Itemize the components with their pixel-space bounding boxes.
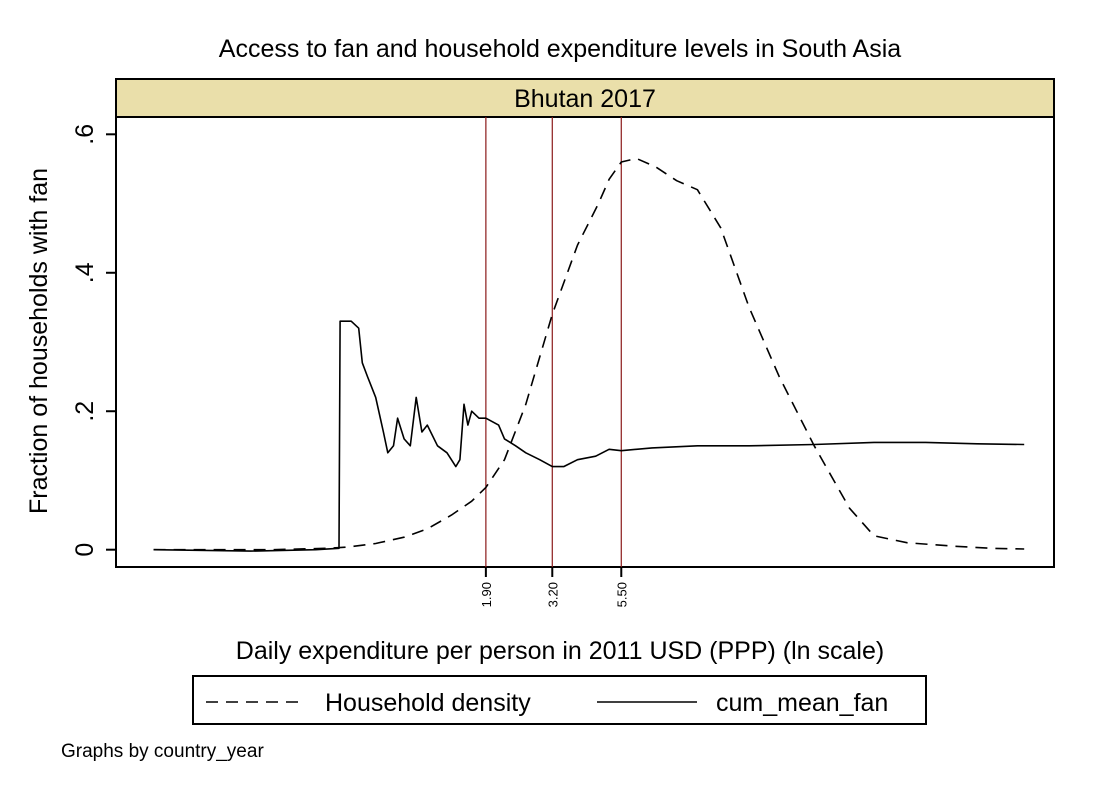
series-layer <box>153 157 1025 552</box>
x-axis: 1.90 3.20 5.50 <box>479 567 629 607</box>
x-axis-title: Daily expenditure per person in 2011 USD… <box>236 637 884 665</box>
y-tick-label-0: 0 <box>71 543 99 557</box>
y-tick-label-1: .2 <box>71 401 99 422</box>
series-line-cum-mean-fan <box>153 320 1025 552</box>
series-line-household-density <box>153 157 1025 551</box>
y-tick-label-3: .6 <box>71 124 99 145</box>
reference-lines <box>485 117 622 567</box>
chart-title: Access to fan and household expenditure … <box>219 35 901 63</box>
x-tick-label-0: 1.90 <box>479 582 494 607</box>
plot-area <box>115 116 1055 568</box>
y-axis: 0 .2 .4 .6 <box>71 117 117 567</box>
graphs-by-note: Graphs by country_year <box>61 741 264 762</box>
legend-label-household-density: Household density <box>325 689 531 717</box>
panel-header <box>115 78 1055 118</box>
legend: Household density cum_mean_fan <box>192 675 927 725</box>
x-tick-label-1: 3.20 <box>545 582 560 607</box>
x-tick-label-2: 5.50 <box>614 582 629 607</box>
legend-box <box>192 675 927 725</box>
panel-label: Bhutan 2017 <box>514 85 656 113</box>
y-tick-label-2: .4 <box>71 262 99 283</box>
legend-label-cum-mean-fan: cum_mean_fan <box>716 689 888 717</box>
y-axis-title: Fraction of households with fan <box>25 168 53 514</box>
